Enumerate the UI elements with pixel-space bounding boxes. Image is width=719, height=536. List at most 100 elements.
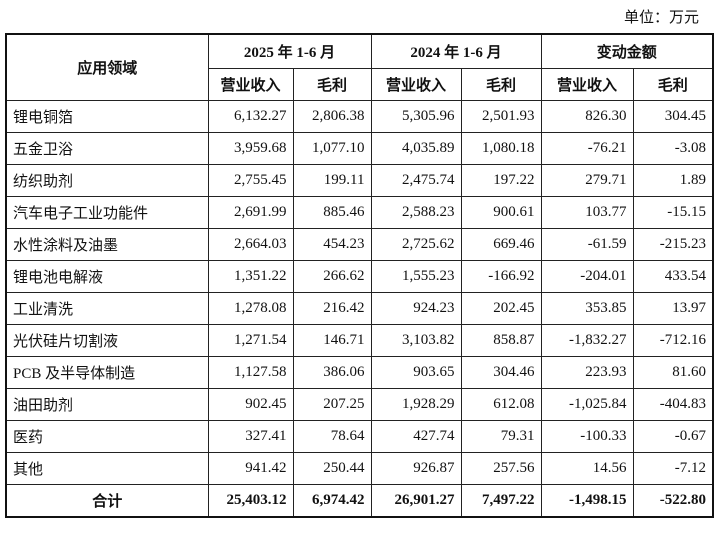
header-cell: 毛利 — [292, 67, 372, 101]
table-cell: 900.61 — [460, 195, 542, 229]
table-cell: -1,832.27 — [540, 323, 634, 357]
table-cell: 202.45 — [460, 291, 542, 325]
table-cell: 2,691.99 — [207, 195, 294, 229]
header-cell: 毛利 — [632, 67, 714, 101]
table-cell: -3.08 — [632, 131, 714, 165]
table-cell: 光伏硅片切割液 — [5, 323, 209, 357]
table-cell: 1,080.18 — [460, 131, 542, 165]
table-cell: 6,132.27 — [207, 99, 294, 133]
table-cell: 4,035.89 — [370, 131, 462, 165]
table-cell: 纺织助剂 — [5, 163, 209, 197]
table-row: 锂电铜箔 6,132.27 2,806.38 5,305.96 2,501.93 826.… — [5, 99, 714, 133]
header-group: 变动金额 — [540, 33, 714, 69]
table-cell: 锂电铜箔 — [5, 99, 209, 133]
table-row: 纺织助剂 2,755.45 199.11 2,475.74 197.22 279.71 1.… — [5, 163, 714, 197]
table-cell: 7,497.22 — [460, 483, 542, 517]
table-cell: 2,475.74 — [370, 163, 462, 197]
table-cell: 146.71 — [292, 323, 372, 357]
table-cell: -712.16 — [632, 323, 714, 357]
table-cell: 903.65 — [370, 355, 462, 389]
table-cell: 826.30 — [540, 99, 634, 133]
table-cell: 5,305.96 — [370, 99, 462, 133]
table-cell: 279.71 — [540, 163, 634, 197]
table-row: PCB 及半导体制造 1,127.58 386.06 903.65 304.46 223.… — [5, 355, 714, 389]
header-cell: 营业收入 — [207, 67, 294, 101]
table-cell: 合计 — [5, 483, 209, 517]
table-cell: 250.44 — [292, 451, 372, 485]
table-cell: 427.74 — [370, 419, 462, 453]
table-cell: 81.60 — [632, 355, 714, 389]
table-cell: 353.85 — [540, 291, 634, 325]
table-cell: -7.12 — [632, 451, 714, 485]
table-cell: 257.56 — [460, 451, 542, 485]
table-cell: -61.59 — [540, 227, 634, 261]
table-cell: 1,278.08 — [207, 291, 294, 325]
table-cell: 304.45 — [632, 99, 714, 133]
table-cell: 103.77 — [540, 195, 634, 229]
table-cell: 1,555.23 — [370, 259, 462, 293]
table-cell: 13.97 — [632, 291, 714, 325]
table-cell: 858.87 — [460, 323, 542, 357]
table-cell: 216.42 — [292, 291, 372, 325]
table-cell: 197.22 — [460, 163, 542, 197]
table-cell: 612.08 — [460, 387, 542, 421]
table-cell: 25,403.12 — [207, 483, 294, 517]
table-row: 其他 941.42 250.44 926.87 257.56 14.56 -7.12 — [5, 451, 714, 485]
table-cell: 2,806.38 — [292, 99, 372, 133]
header-cell: 营业收入 — [540, 67, 634, 101]
table-row: 五金卫浴 3,959.68 1,077.10 4,035.89 1,080.18 -76.… — [5, 131, 714, 165]
table-cell: 2,588.23 — [370, 195, 462, 229]
table-cell: -15.15 — [632, 195, 714, 229]
table-cell: 3,959.68 — [207, 131, 294, 165]
table-cell: -215.23 — [632, 227, 714, 261]
header-group: 2025 年 1-6 月 — [207, 33, 372, 69]
header-cell: 毛利 — [460, 67, 542, 101]
table-cell: 2,755.45 — [207, 163, 294, 197]
table-row: 医药 327.41 78.64 427.74 79.31 -100.33 -0.67 — [5, 419, 714, 453]
table-cell: -1,498.15 — [540, 483, 634, 517]
data-table: 应用领域 2025 年 1-6 月 2024 年 1-6 月 变动金额 营业收入… — [5, 33, 714, 518]
table-cell: 2,501.93 — [460, 99, 542, 133]
table-cell: 433.54 — [632, 259, 714, 293]
table-cell: 266.62 — [292, 259, 372, 293]
table-cell: 1,271.54 — [207, 323, 294, 357]
table-cell: 五金卫浴 — [5, 131, 209, 165]
table-cell: 1,351.22 — [207, 259, 294, 293]
table-cell: 油田助剂 — [5, 387, 209, 421]
table-cell: -100.33 — [540, 419, 634, 453]
table-cell: 6,974.42 — [292, 483, 372, 517]
table-cell: 207.25 — [292, 387, 372, 421]
table-cell: 454.23 — [292, 227, 372, 261]
table-row: 工业清洗 1,278.08 216.42 924.23 202.45 353.85 13.9… — [5, 291, 714, 325]
table-cell: 工业清洗 — [5, 291, 209, 325]
table-cell: 1,077.10 — [292, 131, 372, 165]
table-row: 汽车电子工业功能件 2,691.99 885.46 2,588.23 900.61 103… — [5, 195, 714, 229]
table-cell: -204.01 — [540, 259, 634, 293]
table-cell: 3,103.82 — [370, 323, 462, 357]
table-cell: 78.64 — [292, 419, 372, 453]
table-cell: 医药 — [5, 419, 209, 453]
table-cell: PCB 及半导体制造 — [5, 355, 209, 389]
table-cell: 1,127.58 — [207, 355, 294, 389]
table-cell: 水性涂料及油墨 — [5, 227, 209, 261]
table-row: 锂电池电解液 1,351.22 266.62 1,555.23 -166.92 -204.… — [5, 259, 714, 293]
table-cell: 汽车电子工业功能件 — [5, 195, 209, 229]
table-cell: -522.80 — [632, 483, 714, 517]
table-row: 水性涂料及油墨 2,664.03 454.23 2,725.62 669.46 -61.5… — [5, 227, 714, 261]
table-cell: 26,901.27 — [370, 483, 462, 517]
table-cell: -404.83 — [632, 387, 714, 421]
table-cell: 669.46 — [460, 227, 542, 261]
table-cell: -0.67 — [632, 419, 714, 453]
table-cell: 14.56 — [540, 451, 634, 485]
unit-label: 单位：万元 — [623, 10, 699, 26]
table-cell: 1.89 — [632, 163, 714, 197]
table-cell: 2,664.03 — [207, 227, 294, 261]
table-cell: 327.41 — [207, 419, 294, 453]
table-cell: 924.23 — [370, 291, 462, 325]
table-cell: 926.87 — [370, 451, 462, 485]
table-cell: 941.42 — [207, 451, 294, 485]
table-cell: 锂电池电解液 — [5, 259, 209, 293]
table-cell: -1,025.84 — [540, 387, 634, 421]
table-cell: -76.21 — [540, 131, 634, 165]
table-cell: 902.45 — [207, 387, 294, 421]
